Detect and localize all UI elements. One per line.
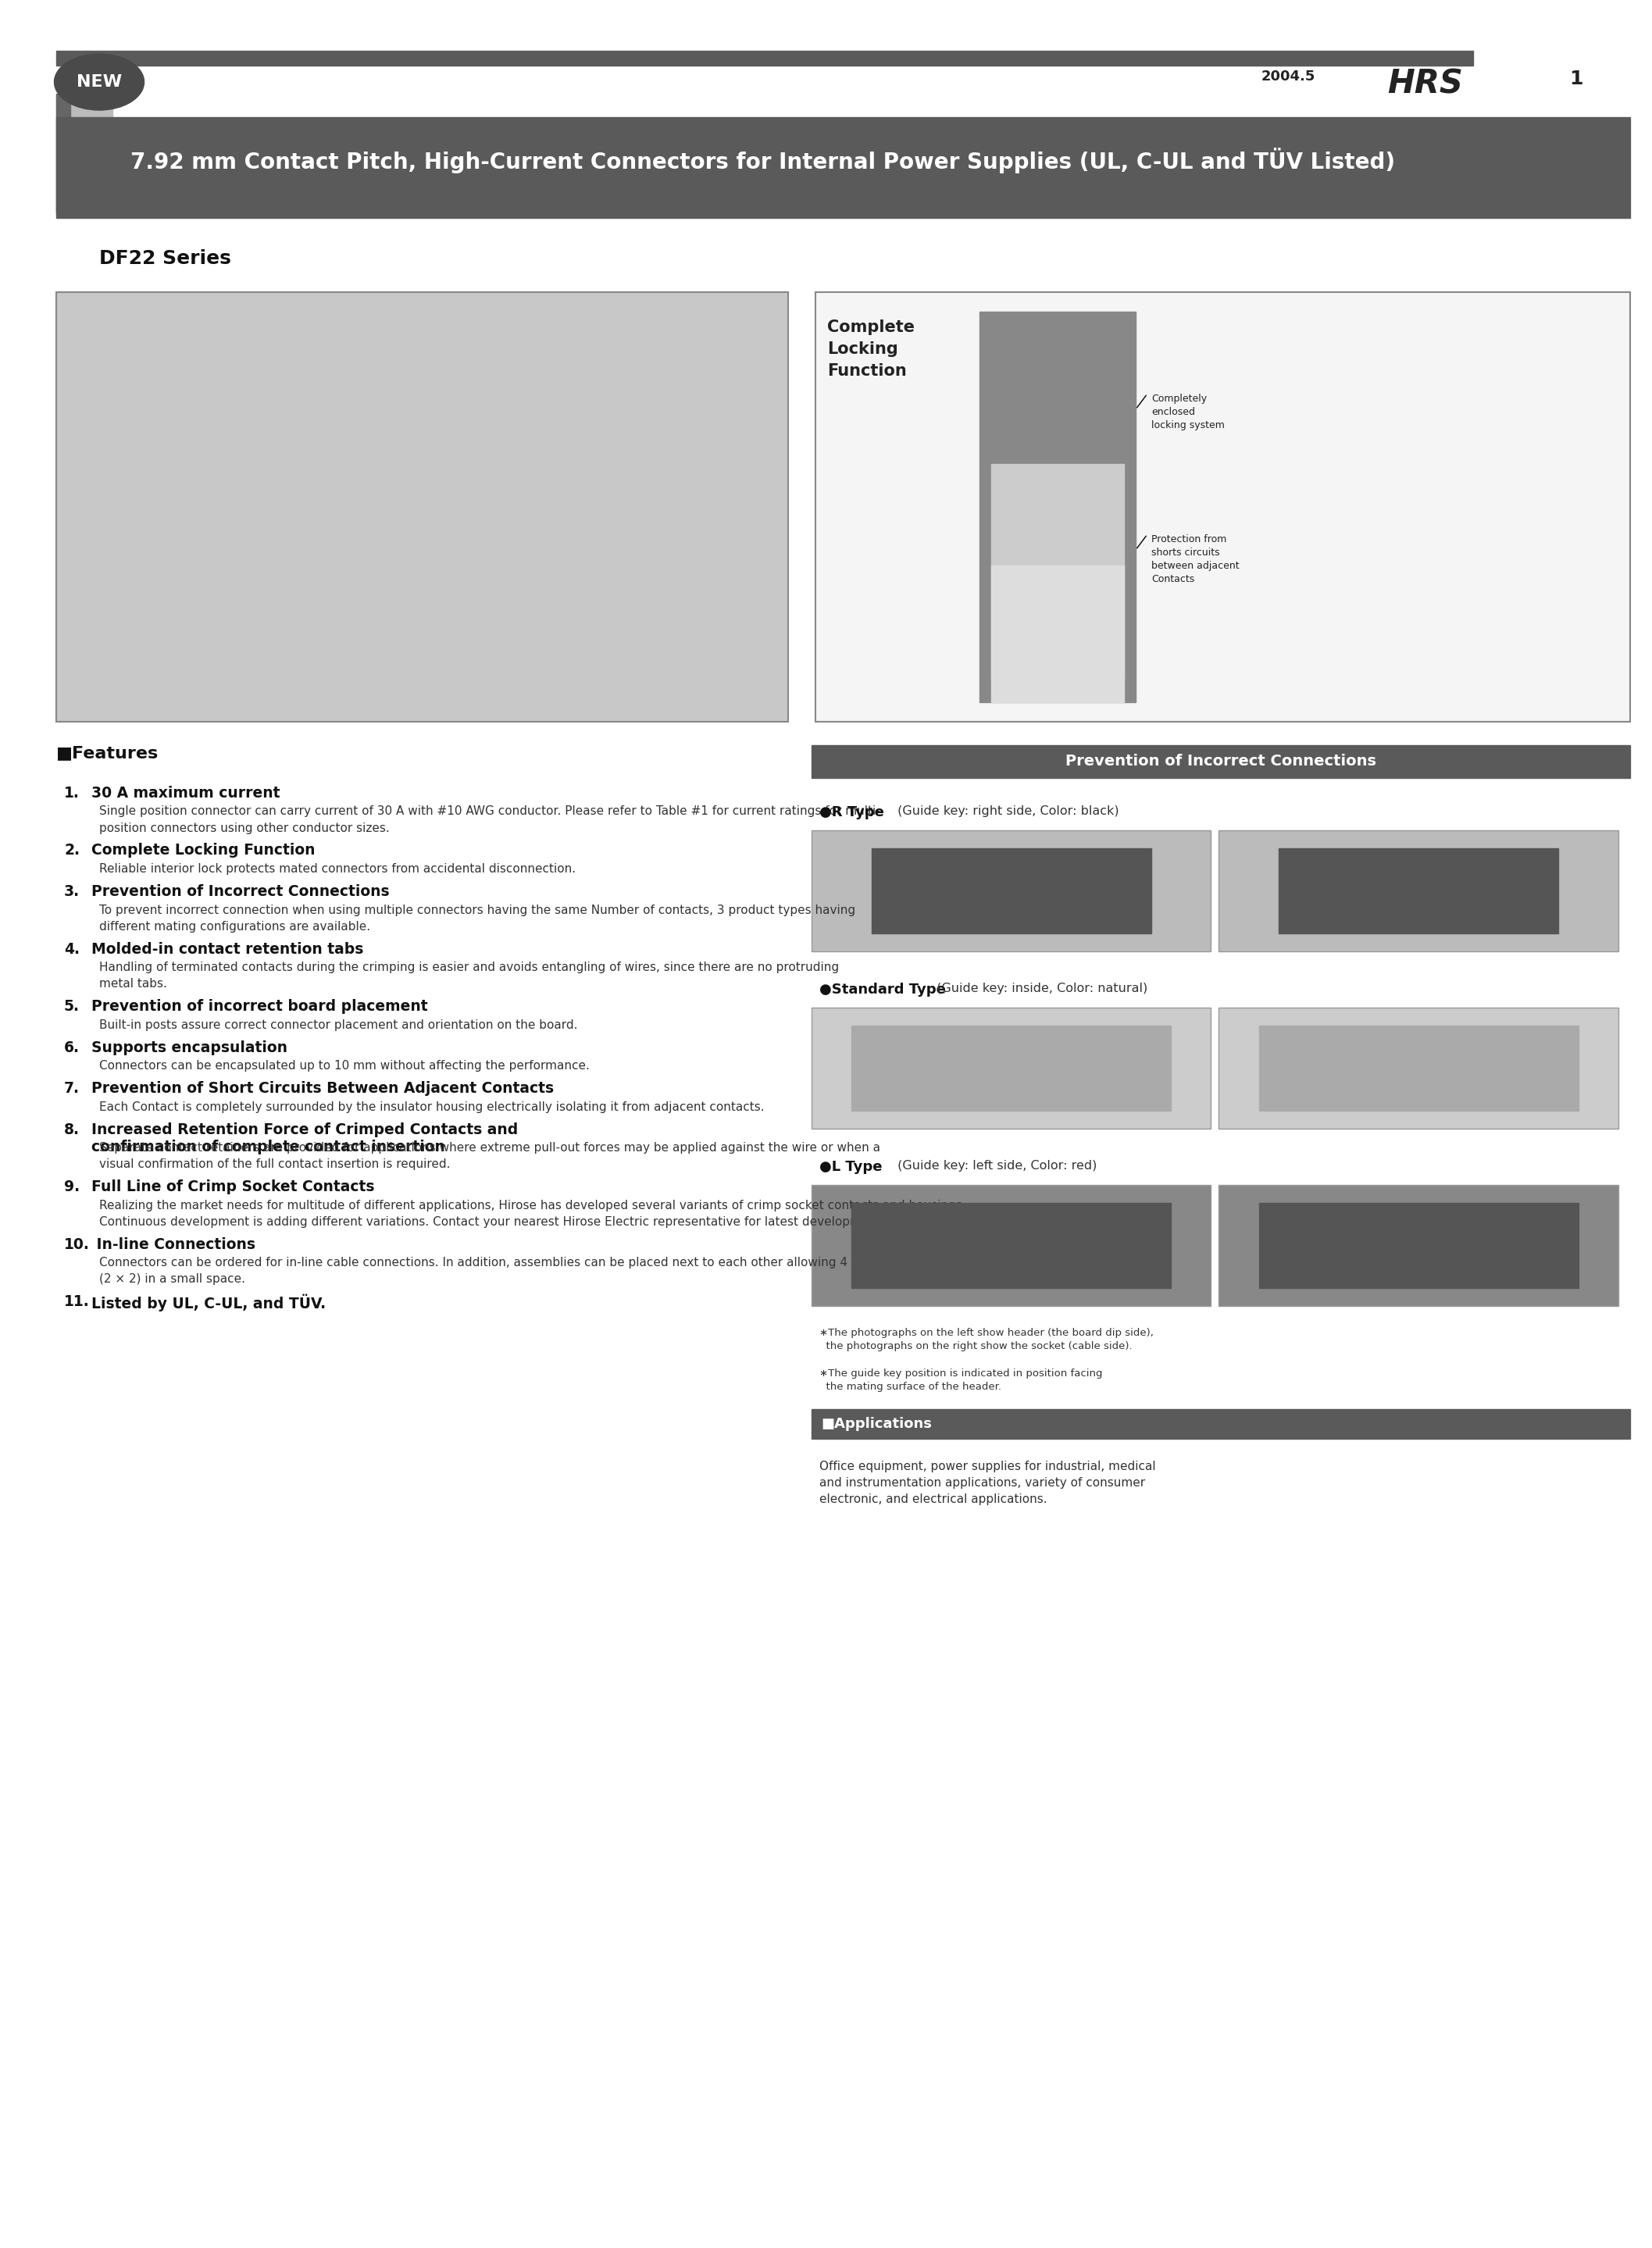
Text: (Guide key: right side, Color: black): (Guide key: right side, Color: black) <box>894 805 1118 816</box>
Text: Increased Retention Force of Crimped Contacts and
confirmation of complete conta: Increased Retention Force of Crimped Con… <box>91 1122 519 1153</box>
Text: Complete
Locking
Function: Complete Locking Function <box>828 319 915 380</box>
Text: Protection from
shorts circuits
between adjacent
Contacts: Protection from shorts circuits between … <box>1151 535 1239 584</box>
Text: 3.: 3. <box>64 883 79 899</box>
Text: 11.: 11. <box>64 1295 89 1308</box>
Text: (2 × 2) in a small space.: (2 × 2) in a small space. <box>99 1272 244 1286</box>
Text: 5.: 5. <box>64 998 79 1014</box>
Text: Office equipment, power supplies for industrial, medical
and instrumentation app: Office equipment, power supplies for ind… <box>819 1461 1156 1506</box>
Text: Prevention of Short Circuits Between Adjacent Contacts: Prevention of Short Circuits Between Adj… <box>91 1081 553 1095</box>
Bar <box>1219 830 1619 951</box>
Text: Complete Locking Function: Complete Locking Function <box>91 843 316 859</box>
Bar <box>851 1203 1171 1288</box>
Bar <box>56 117 1631 202</box>
Bar <box>56 202 1631 218</box>
Text: Continuous development is adding different variations. Contact your nearest Hiro: Continuous development is adding differe… <box>99 1216 890 1227</box>
Text: 6.: 6. <box>64 1041 79 1054</box>
Bar <box>1219 1007 1619 1128</box>
Text: In-line Connections: In-line Connections <box>91 1236 256 1252</box>
Bar <box>980 312 1135 701</box>
Text: 2.: 2. <box>64 843 79 859</box>
Text: 4.: 4. <box>64 942 79 955</box>
Bar <box>56 94 71 214</box>
Text: Prevention of incorrect board placement: Prevention of incorrect board placement <box>91 998 428 1014</box>
Text: Built-in posts assure correct connector placement and orientation on the board.: Built-in posts assure correct connector … <box>99 1018 578 1030</box>
Text: Prevention of Incorrect Connections: Prevention of Incorrect Connections <box>91 883 390 899</box>
Text: 2004.5: 2004.5 <box>1260 70 1315 83</box>
Text: DF22 Series: DF22 Series <box>99 250 231 268</box>
Bar <box>811 1409 1631 1439</box>
Text: 7.92 mm Contact Pitch, High-Current Connectors for Internal Power Supplies (UL, : 7.92 mm Contact Pitch, High-Current Conn… <box>131 146 1396 173</box>
Text: ●R Type: ●R Type <box>819 805 884 818</box>
Text: ∗The guide key position is indicated in position facing
  the mating surface of : ∗The guide key position is indicated in … <box>819 1369 1102 1392</box>
Text: Separate contact retainers are provided for applications where extreme pull-out : Separate contact retainers are provided … <box>99 1142 881 1153</box>
Bar <box>991 566 1123 701</box>
Text: 9.: 9. <box>64 1180 79 1194</box>
Bar <box>1259 1203 1578 1288</box>
Bar <box>811 744 1631 778</box>
Text: ∗The photographs on the left show header (the board dip side),
  the photographs: ∗The photographs on the left show header… <box>819 1329 1153 1351</box>
Text: Connectors can be ordered for in-line cable connections. In addition, assemblies: Connectors can be ordered for in-line ca… <box>99 1257 930 1268</box>
Text: Completely
enclosed
locking system: Completely enclosed locking system <box>1151 393 1224 429</box>
Text: Connectors can be encapsulated up to 10 mm without affecting the performance.: Connectors can be encapsulated up to 10 … <box>99 1061 590 1072</box>
Text: 1.: 1. <box>64 787 79 800</box>
Text: ■Applications: ■Applications <box>821 1416 932 1432</box>
Text: Supports encapsulation: Supports encapsulation <box>91 1041 287 1054</box>
Bar <box>811 830 1211 951</box>
Text: Handling of terminated contacts during the crimping is easier and avoids entangl: Handling of terminated contacts during t… <box>99 962 839 973</box>
Text: Full Line of Crimp Socket Contacts: Full Line of Crimp Socket Contacts <box>91 1180 375 1194</box>
Bar <box>56 52 1472 65</box>
Text: NEW: NEW <box>76 74 122 90</box>
Bar <box>811 1185 1211 1306</box>
Bar <box>1279 847 1558 933</box>
Text: 1: 1 <box>1569 70 1583 88</box>
Text: (Guide key: inside, Color: natural): (Guide key: inside, Color: natural) <box>933 982 1148 994</box>
Text: 8.: 8. <box>64 1122 79 1137</box>
Text: Prevention of Incorrect Connections: Prevention of Incorrect Connections <box>1066 753 1376 769</box>
Bar <box>991 463 1123 679</box>
Bar <box>1259 1025 1578 1111</box>
Text: Listed by UL, C-UL, and TÜV.: Listed by UL, C-UL, and TÜV. <box>91 1295 325 1313</box>
Text: Molded-in contact retention tabs: Molded-in contact retention tabs <box>91 942 363 955</box>
Bar <box>851 1025 1171 1111</box>
Text: ●L Type: ●L Type <box>819 1160 882 1173</box>
Text: ●Standard Type: ●Standard Type <box>819 982 947 996</box>
Bar <box>816 292 1631 722</box>
Ellipse shape <box>55 54 144 110</box>
Bar <box>56 292 788 722</box>
Text: HRS: HRS <box>1388 67 1464 99</box>
Text: (Guide key: left side, Color: red): (Guide key: left side, Color: red) <box>894 1160 1097 1171</box>
Bar <box>56 94 112 214</box>
Text: Each Contact is completely surrounded by the insulator housing electrically isol: Each Contact is completely surrounded by… <box>99 1102 765 1113</box>
Text: Reliable interior lock protects mated connectors from accidental disconnection.: Reliable interior lock protects mated co… <box>99 863 577 874</box>
Text: different mating configurations are available.: different mating configurations are avai… <box>99 919 370 933</box>
Text: 30 A maximum current: 30 A maximum current <box>91 787 281 800</box>
Bar <box>872 847 1151 933</box>
Text: To prevent incorrect connection when using multiple connectors having the same N: To prevent incorrect connection when usi… <box>99 904 856 915</box>
Text: Single position connector can carry current of 30 A with #10 AWG conductor. Plea: Single position connector can carry curr… <box>99 805 881 818</box>
Text: position connectors using other conductor sizes.: position connectors using other conducto… <box>99 823 390 834</box>
Bar <box>1219 1185 1619 1306</box>
Text: visual confirmation of the full contact insertion is required.: visual confirmation of the full contact … <box>99 1158 451 1171</box>
Bar <box>811 1007 1211 1128</box>
Text: 7.: 7. <box>64 1081 79 1095</box>
Text: ■Features: ■Features <box>56 744 159 760</box>
Text: Realizing the market needs for multitude of different applications, Hirose has d: Realizing the market needs for multitude… <box>99 1200 966 1212</box>
Text: metal tabs.: metal tabs. <box>99 978 167 989</box>
Text: 10.: 10. <box>64 1236 89 1252</box>
